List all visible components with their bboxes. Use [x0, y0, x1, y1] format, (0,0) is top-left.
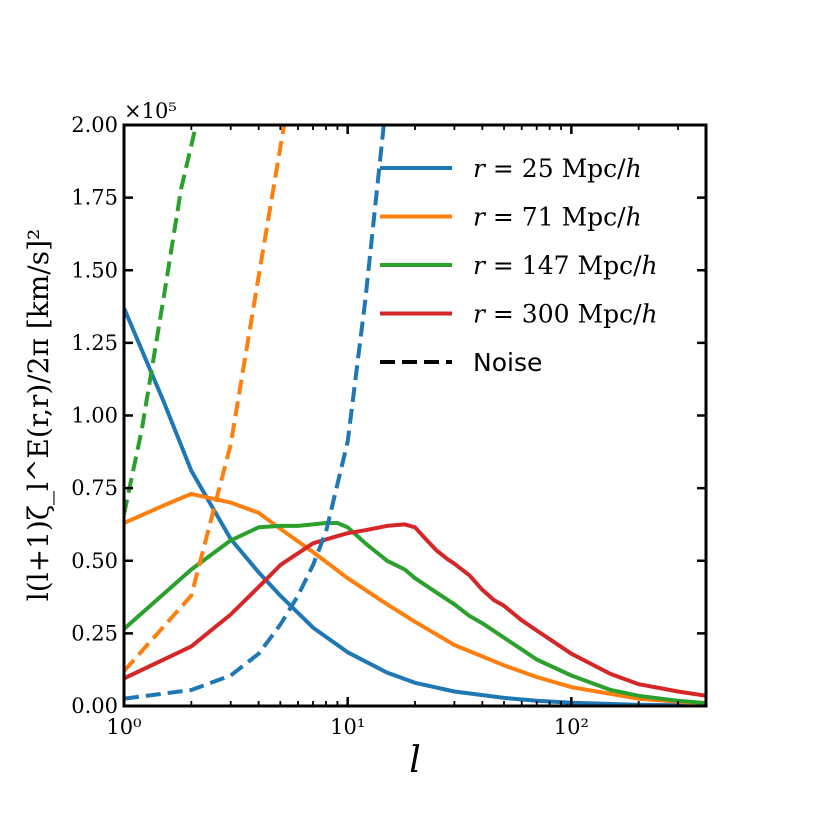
series-line-1 — [124, 491, 706, 706]
x-axis-title: l — [409, 740, 421, 781]
y-tick-label: 0.00 — [71, 694, 118, 718]
series-line-0 — [124, 307, 706, 706]
series-line-noise-5 — [124, 125, 287, 673]
x-tick-label: 10¹ — [330, 715, 365, 739]
y-tick-label: 1.00 — [71, 404, 118, 428]
y-axis-title: l(l+1)ζ_l^E(r,r)/2π [km/s]² — [22, 229, 55, 601]
ticks-layer: 0.00 0.25 0.50 0.75 1.00 1.25 1.50 1.75 2.00 10⁰ 1… — [71, 113, 707, 739]
series-line-noise-4 — [124, 125, 199, 515]
legend-label-4: Noise — [473, 348, 542, 377]
series-line-3 — [124, 522, 706, 698]
legend-label-1: r = 71 Mpc/h — [473, 203, 642, 232]
legend-label-3: r = 300 Mpc/h — [473, 300, 658, 329]
legend-label-0: r = 25 Mpc/h — [473, 154, 642, 183]
y-tick-label: 0.50 — [71, 549, 118, 573]
y-offset-label: ×10⁵ — [124, 99, 177, 123]
y-tick-label: 1.75 — [71, 186, 118, 210]
x-tick-label: 10⁰ — [106, 715, 141, 739]
y-tick-label: 1.50 — [71, 258, 118, 282]
y-tick-label: 0.25 — [71, 621, 118, 645]
y-tick-label: 1.25 — [71, 331, 118, 355]
x-tick-label: 10² — [554, 715, 589, 739]
legend: r = 25 Mpc/h r = 71 Mpc/h r = 147 Mpc/h r =… — [380, 154, 658, 377]
series-layer — [124, 125, 706, 706]
y-tick-label: 2.00 — [71, 113, 118, 137]
y-tick-label: 0.75 — [71, 476, 118, 500]
series-line-2 — [124, 521, 706, 706]
series-line-noise-6 — [124, 125, 386, 701]
legend-label-2: r = 147 Mpc/h — [473, 251, 658, 280]
